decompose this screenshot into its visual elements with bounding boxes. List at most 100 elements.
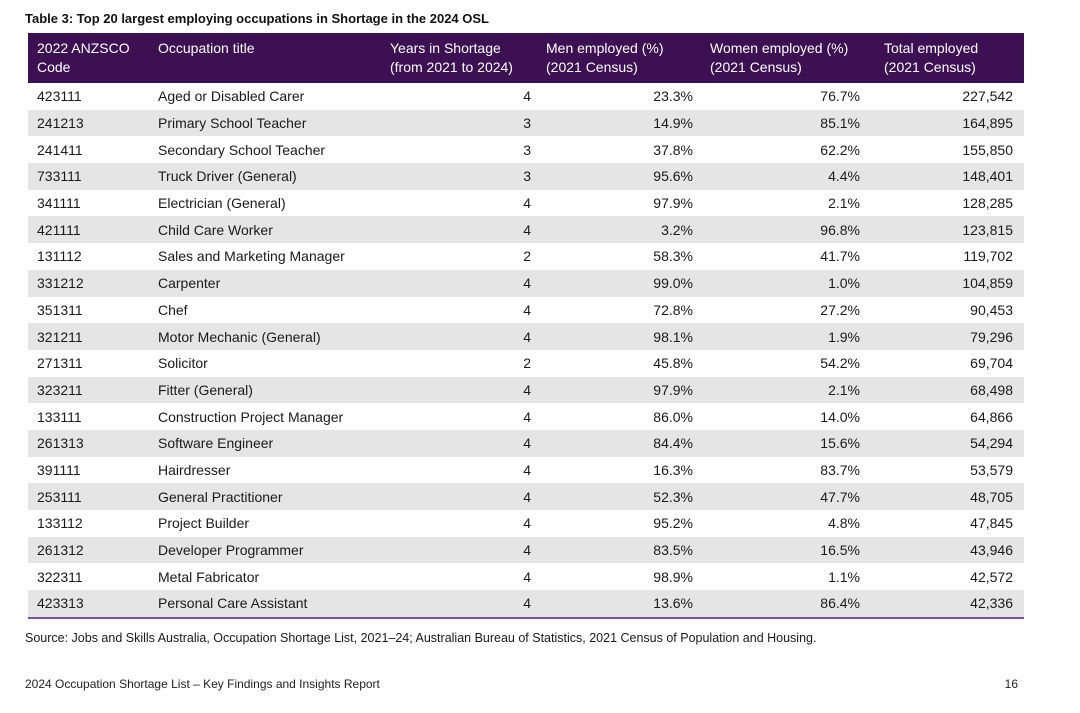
men-employed-cell: 16.3% <box>653 461 693 478</box>
header-men-employed: Men employed (%) (2021 Census) <box>538 33 702 83</box>
table-row: 133111 Construction Project Manager 4 86… <box>28 403 1024 430</box>
table-row: 421111 Child Care Worker 4 3.2% 96.8% 12… <box>28 216 1024 244</box>
men-employed-cell: 52.3% <box>538 483 702 510</box>
men-employed-cell: 98.1% <box>538 323 702 350</box>
total-employed-cell: 64,866 <box>970 408 1013 425</box>
women-employed-cell: 47.7% <box>702 483 876 510</box>
men-employed-cell: 58.3% <box>653 248 693 265</box>
occupation-title-cell: Developer Programmer <box>150 536 382 564</box>
years-in-shortage-cell: 3 <box>382 163 538 190</box>
anzsco-code-cell: 391111 <box>37 461 81 478</box>
total-employed-cell: 42,572 <box>970 568 1013 585</box>
total-employed-cell: 119,702 <box>963 248 1013 265</box>
occupation-title-cell: Electrician (General) <box>158 195 286 212</box>
men-employed-cell: 13.6% <box>538 590 702 618</box>
occupation-title-cell: Chef <box>158 301 188 318</box>
years-in-shortage-cell: 4 <box>523 301 531 318</box>
occupation-title-cell: Fitter (General) <box>150 376 382 404</box>
table-row: 131112 Sales and Marketing Manager 2 58.… <box>28 243 1024 270</box>
occupation-title-cell: Secondary School Teacher <box>158 141 326 158</box>
men-employed-cell: 97.9% <box>653 195 693 212</box>
men-employed-cell: 23.3% <box>653 88 693 105</box>
years-in-shortage-cell: 4 <box>523 195 531 212</box>
men-employed-cell: 84.4% <box>538 429 702 457</box>
occupation-title-cell: Carpenter <box>150 269 382 297</box>
occupation-title-cell: Sales and Marketing Manager <box>158 248 345 265</box>
years-in-shortage-cell: 4 <box>382 590 538 618</box>
anzsco-code-cell: 253111 <box>28 483 150 510</box>
women-employed-cell: 1.0% <box>702 269 876 297</box>
page-footer: 2024 Occupation Shortage List – Key Find… <box>25 677 1018 691</box>
years-in-shortage-cell: 4 <box>382 376 538 404</box>
anzsco-code-cell: 133112 <box>37 515 83 532</box>
shortage-occupations-table: 2022 ANZSCO Code Occupation title Years … <box>28 33 1024 619</box>
header-total-employed: Total employed (2021 Census) <box>876 33 1024 83</box>
anzsco-code-cell: 423313 <box>28 590 150 618</box>
table-row: 133112 Project Builder 4 95.2% 4.8% 47,8… <box>28 510 1024 537</box>
occupation-title-cell: Child Care Worker <box>150 216 382 244</box>
men-employed-cell: 98.9% <box>653 568 693 585</box>
anzsco-code-cell: 261312 <box>28 536 150 564</box>
years-in-shortage-cell: 3 <box>382 109 538 137</box>
women-employed-cell: 27.2% <box>820 301 860 318</box>
header-years-in-shortage: Years in Shortage (from 2021 to 2024) <box>382 33 538 83</box>
total-employed-cell: 227,542 <box>962 88 1013 105</box>
total-employed-cell: 155,850 <box>962 141 1013 158</box>
occupation-title-cell: Aged or Disabled Carer <box>158 88 305 105</box>
anzsco-code-cell: 131112 <box>37 248 82 265</box>
total-employed-cell: 48,705 <box>876 483 1024 510</box>
occupation-title-cell: Solicitor <box>158 355 208 372</box>
anzsco-code-cell: 133111 <box>37 408 82 425</box>
years-in-shortage-cell: 2 <box>523 248 531 265</box>
total-employed-cell: 90,453 <box>970 301 1013 318</box>
men-employed-cell: 95.2% <box>653 515 693 532</box>
footer-page-number: 16 <box>1004 677 1018 691</box>
women-employed-cell: 4.8% <box>828 515 860 532</box>
anzsco-code-cell: 351311 <box>37 301 83 318</box>
women-employed-cell: 2.1% <box>828 195 860 212</box>
footer-report-title: 2024 Occupation Shortage List – Key Find… <box>25 677 380 691</box>
table-row: 271311 Solicitor 2 45.8% 54.2% 69,704 <box>28 350 1024 377</box>
header-occupation-title: Occupation title <box>150 33 382 83</box>
total-employed-cell: 148,401 <box>876 163 1024 190</box>
anzsco-code-cell: 423111 <box>37 88 82 105</box>
men-employed-cell: 45.8% <box>653 355 693 372</box>
women-employed-cell: 15.6% <box>702 429 876 457</box>
women-employed-cell: 96.8% <box>702 216 876 244</box>
total-employed-cell: 43,946 <box>876 536 1024 564</box>
years-in-shortage-cell: 3 <box>523 141 531 158</box>
table-title: Table 3: Top 20 largest employing occupa… <box>25 11 490 26</box>
source-note: Source: Jobs and Skills Australia, Occup… <box>25 631 817 645</box>
occupation-title-cell: Project Builder <box>158 515 250 532</box>
occupation-title-cell: Primary School Teacher <box>150 109 382 137</box>
total-employed-cell: 54,294 <box>876 429 1024 457</box>
years-in-shortage-cell: 2 <box>523 355 531 372</box>
total-employed-cell: 79,296 <box>876 323 1024 350</box>
women-employed-cell: 14.0% <box>820 408 860 425</box>
total-employed-cell: 53,579 <box>970 461 1013 478</box>
anzsco-code-cell: 421111 <box>28 216 150 244</box>
women-employed-cell: 2.1% <box>702 376 876 404</box>
occupation-title-cell: Truck Driver (General) <box>150 163 382 190</box>
table-row: 261312 Developer Programmer 4 83.5% 16.5… <box>28 536 1024 564</box>
men-employed-cell: 95.6% <box>538 163 702 190</box>
men-employed-cell: 99.0% <box>538 269 702 297</box>
men-employed-cell: 72.8% <box>653 301 693 318</box>
men-employed-cell: 14.9% <box>538 109 702 137</box>
men-employed-cell: 97.9% <box>538 376 702 404</box>
table-row: 261313 Software Engineer 4 84.4% 15.6% 5… <box>28 429 1024 457</box>
total-employed-cell: 164,895 <box>876 109 1024 137</box>
anzsco-code-cell: 241411 <box>37 141 83 158</box>
total-employed-cell: 123,815 <box>876 216 1024 244</box>
table-row: 391111 Hairdresser 4 16.3% 83.7% 53,579 <box>28 457 1024 484</box>
anzsco-code-cell: 331212 <box>28 269 150 297</box>
table-row: 241213 Primary School Teacher 3 14.9% 85… <box>28 109 1024 137</box>
table-header-row: 2022 ANZSCO Code Occupation title Years … <box>28 33 1024 83</box>
men-employed-cell: 3.2% <box>538 216 702 244</box>
years-in-shortage-cell: 4 <box>382 269 538 297</box>
occupation-title-cell: Software Engineer <box>150 429 382 457</box>
total-employed-cell: 69,704 <box>970 355 1013 372</box>
women-employed-cell: 86.4% <box>702 590 876 618</box>
table-row: 423111 Aged or Disabled Carer 4 23.3% 76… <box>28 83 1024 110</box>
